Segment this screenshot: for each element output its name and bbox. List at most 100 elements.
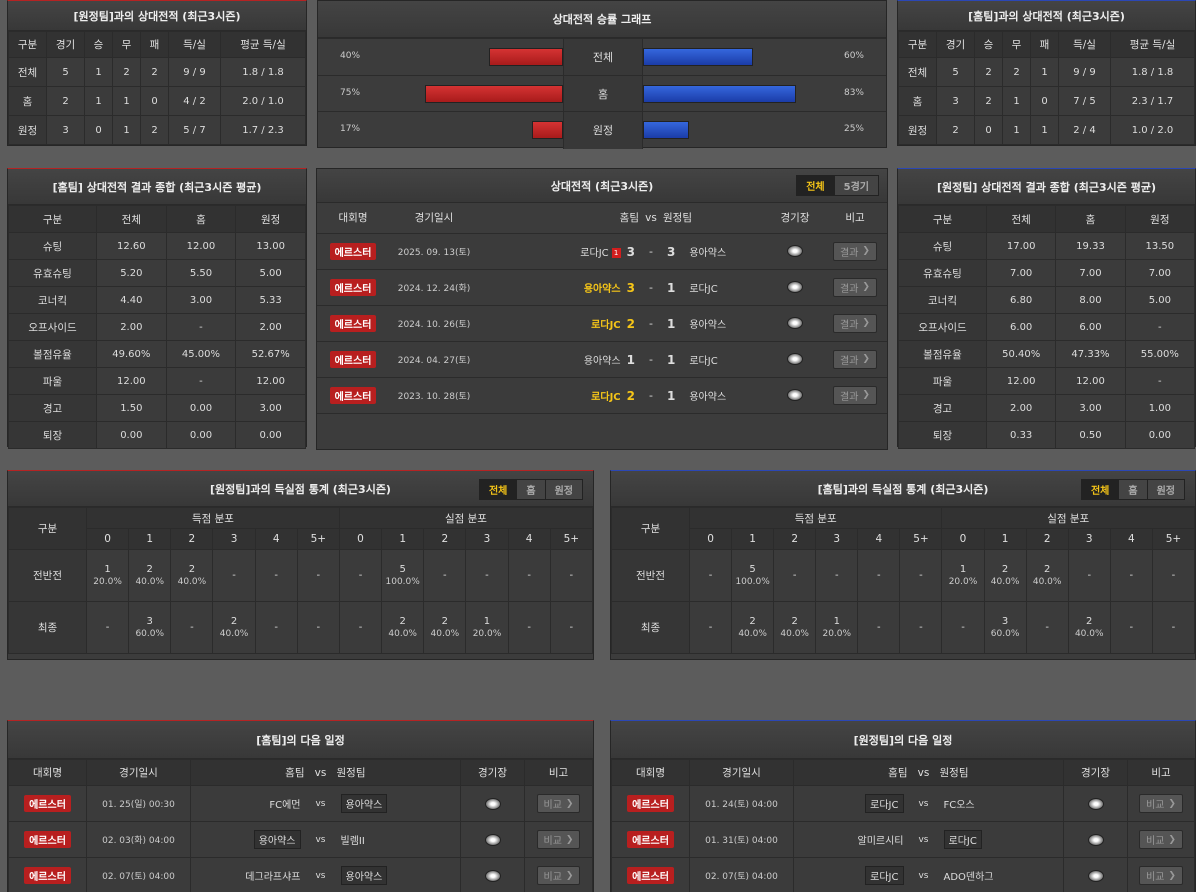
graph-row-label: 원정 <box>563 112 643 149</box>
dist-count: - <box>1171 621 1176 633</box>
stadium-icon[interactable] <box>484 833 501 846</box>
dist-count: 1 <box>483 615 491 627</box>
cell-value: 0.00 <box>235 421 306 449</box>
stadium-icon[interactable] <box>787 281 803 293</box>
tab-1[interactable]: 홈 <box>1119 480 1148 499</box>
home-score: 1 <box>626 352 635 367</box>
row-label: 퇴장 <box>898 421 987 449</box>
dist-cell: - <box>296 549 340 602</box>
stadium-icon[interactable] <box>484 869 501 882</box>
cell-value: 0.00 <box>165 394 237 422</box>
compare-button[interactable]: 비교 ❯ <box>536 794 581 813</box>
home-score: 3 <box>626 244 635 259</box>
dist-cell: - <box>1151 549 1196 602</box>
schedule-row: 에르스터 02. 03(화) 04:00 용아약스 vs 빌렘II 비교 ❯ <box>8 821 593 858</box>
dist-percent: 100.0% <box>385 576 420 587</box>
cell-value: 2.00 <box>985 394 1057 422</box>
cell-value: 7 / 5 <box>1058 86 1111 116</box>
compare-button[interactable]: 비교 ❯ <box>1139 830 1183 849</box>
competition-badge[interactable]: 에르스터 <box>329 314 377 332</box>
goal-count-header: 5+ <box>1151 528 1196 550</box>
dist-percent: 60.0% <box>135 628 165 639</box>
stadium-icon[interactable] <box>484 797 501 810</box>
cell-value: 2.00 <box>96 313 167 341</box>
home-stats-table: 구분 전체 홈 원정 슈팅 12.60 12.00 13.00 유효슈팅 5.20 5.50 5.00… <box>8 205 306 449</box>
home-team-name: 로다JC <box>865 866 904 885</box>
col-header-vs: vs <box>907 759 940 786</box>
cell-value: 0 <box>1030 86 1059 116</box>
stadium-icon[interactable] <box>787 245 803 257</box>
result-button[interactable]: 결과 ❯ <box>833 349 877 369</box>
panel-title: [원정팀]과의 상대전적 (최근3시즌) <box>8 1 306 31</box>
competition-badge[interactable]: 에르스터 <box>329 242 377 260</box>
dist-count: - <box>105 621 110 633</box>
cell-value: 12.00 <box>1055 367 1126 395</box>
dist-count: - <box>792 569 797 581</box>
row-label: 최종 <box>611 601 690 654</box>
result-button-label: 결과 <box>840 247 859 259</box>
dist-cell: 1 20.0% <box>941 549 985 602</box>
home-team-cell: 로다JC <box>793 785 908 822</box>
tab-1[interactable]: 홈 <box>517 480 546 499</box>
dist-cell: - <box>688 549 733 602</box>
dist-cell: 3 60.0% <box>128 601 172 654</box>
cell-value: 5.50 <box>165 259 237 287</box>
tab-0[interactable]: 전체 <box>479 480 518 499</box>
table-row: 최종 -3 60.0% -2 40.0% - - -2 40.0% 2 40.0% 1 20.0% - - <box>8 601 594 654</box>
result-button[interactable]: 결과 ❯ <box>833 241 877 261</box>
compare-button[interactable]: 비교 ❯ <box>536 830 581 849</box>
competition-badge[interactable]: 에르스터 <box>329 278 377 296</box>
dist-cell: 2 40.0% <box>1025 549 1069 602</box>
dist-cell: 5 100.0% <box>731 549 775 602</box>
tab-2[interactable]: 원정 <box>554 486 573 497</box>
comp-cell: 에르스터 <box>8 785 87 822</box>
stadium-icon[interactable] <box>1087 797 1104 810</box>
compare-button[interactable]: 비교 ❯ <box>1139 866 1183 885</box>
note-cell: 비교 ❯ <box>1127 857 1195 892</box>
compare-button-label: 비교 <box>1146 836 1165 847</box>
dist-count: 3 <box>146 615 153 627</box>
header-row: 구분 득점 분포 실점 분포 <box>8 507 594 550</box>
stadium-icon[interactable] <box>787 317 803 329</box>
goal-count-header: 4 <box>254 528 298 550</box>
vs-cell: vs <box>304 785 337 822</box>
away-team-name: 용아약스 <box>689 247 727 259</box>
dist-count: - <box>919 569 923 581</box>
goals-tabs: 전체 홈 원정 <box>1080 479 1185 500</box>
goal-count-header: 3 <box>815 528 859 550</box>
tab-0[interactable]: 전체 <box>797 176 835 195</box>
competition-badge[interactable]: 에르스터 <box>627 795 674 812</box>
competition-badge[interactable]: 에르스터 <box>24 867 71 884</box>
result-button[interactable]: 결과 ❯ <box>833 385 877 405</box>
compare-button[interactable]: 비교 ❯ <box>536 866 581 885</box>
stadium-icon[interactable] <box>1087 869 1104 882</box>
compare-button[interactable]: 비교 ❯ <box>1139 794 1183 813</box>
competition-badge[interactable]: 에르스터 <box>329 386 377 404</box>
stadium-cell <box>460 785 525 822</box>
competition-badge[interactable]: 에르스터 <box>627 867 674 884</box>
goal-count-header: 3 <box>1067 528 1111 550</box>
dist-count: - <box>834 569 839 581</box>
stadium-icon[interactable] <box>1087 833 1104 846</box>
competition-badge[interactable]: 에르스터 <box>24 795 71 812</box>
score-sep: - <box>639 268 663 306</box>
col-header: 무 <box>1002 31 1031 58</box>
tab-1[interactable]: 5경기 <box>843 182 869 193</box>
header-row: 0 1 2 3 4 5+ 0 1 2 3 4 5+ <box>612 528 1196 550</box>
competition-badge[interactable]: 에르스터 <box>329 350 377 368</box>
stadium-icon[interactable] <box>787 389 803 401</box>
dist-percent: 40.0% <box>1032 576 1062 587</box>
result-button[interactable]: 결과 ❯ <box>833 313 877 333</box>
stadium-icon[interactable] <box>787 353 803 365</box>
tab-2[interactable]: 원정 <box>1156 486 1175 497</box>
tab-0[interactable]: 전체 <box>1081 480 1120 499</box>
stadium-cell <box>767 304 823 342</box>
goal-count-header: 4 <box>857 528 901 550</box>
result-button[interactable]: 결과 ❯ <box>833 277 877 297</box>
competition-badge[interactable]: 에르스터 <box>627 831 674 848</box>
away-score: 3 <box>667 244 676 259</box>
comp-cell: 에르스터 <box>317 232 389 270</box>
cell-value: 3 <box>46 115 85 145</box>
competition-badge[interactable]: 에르스터 <box>24 831 71 848</box>
home-team-name: 로다JC <box>591 319 621 331</box>
